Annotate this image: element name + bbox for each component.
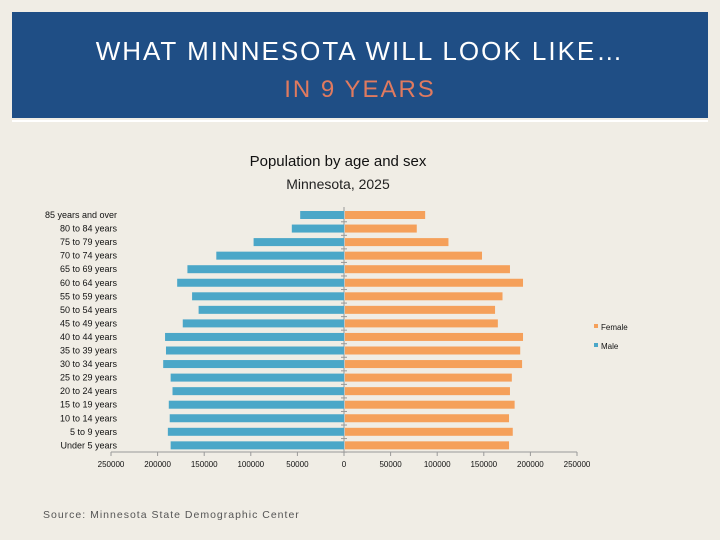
category-label: 85 years and over — [45, 210, 117, 220]
category-label: Under 5 years — [60, 440, 117, 450]
female-bar — [345, 292, 503, 301]
male-bar — [167, 427, 344, 436]
female-bar — [345, 319, 498, 328]
female-bar — [345, 238, 449, 247]
female-bar — [345, 332, 524, 341]
male-bar — [165, 332, 344, 341]
divider — [12, 120, 708, 122]
female-bar — [345, 373, 512, 382]
legend-label-female: Female — [601, 323, 628, 332]
legend-swatch-male — [594, 343, 598, 347]
header-banner — [12, 12, 708, 118]
category-label: 65 to 69 years — [60, 264, 118, 274]
male-bar — [165, 346, 344, 355]
male-bar — [192, 292, 344, 301]
female-bar — [345, 400, 515, 409]
legend-swatch-female — [594, 324, 598, 328]
female-bar — [345, 387, 510, 396]
category-label: 15 to 19 years — [60, 400, 118, 410]
x-tick-label: 200000 — [517, 460, 544, 469]
female-bar — [345, 360, 523, 369]
x-tick-label: 200000 — [144, 460, 171, 469]
male-bar — [170, 441, 344, 450]
x-tick-label: 100000 — [424, 460, 451, 469]
female-bar — [345, 305, 496, 314]
male-bar — [187, 265, 344, 274]
chart-title: Population by age and sex — [249, 153, 427, 170]
page-subtitle: IN 9 YEARS — [284, 76, 436, 103]
x-tick-label: 250000 — [98, 460, 125, 469]
male-bar — [170, 373, 344, 382]
category-label: 80 to 84 years — [60, 224, 118, 234]
category-label: 10 to 14 years — [60, 413, 118, 423]
x-tick-label: 50000 — [286, 460, 309, 469]
male-bar — [168, 400, 344, 409]
female-bar — [345, 414, 510, 423]
female-bar — [345, 441, 510, 450]
category-label: 70 to 74 years — [60, 251, 118, 261]
category-label: 25 to 29 years — [60, 373, 118, 383]
x-tick-label: 150000 — [191, 460, 218, 469]
male-bar — [169, 414, 344, 423]
male-bar — [198, 305, 344, 314]
x-tick-label: 50000 — [379, 460, 402, 469]
category-label: 55 to 59 years — [60, 291, 118, 301]
x-tick-label: 0 — [342, 460, 347, 469]
male-bar — [291, 224, 344, 233]
male-bar — [172, 387, 344, 396]
x-tick-label: 150000 — [470, 460, 497, 469]
category-label: 5 to 9 years — [70, 427, 118, 437]
male-bar — [163, 360, 344, 369]
legend-label-male: Male — [601, 342, 619, 351]
chart-subtitle: Minnesota, 2025 — [286, 176, 390, 192]
category-label: 45 to 49 years — [60, 318, 118, 328]
x-tick-label: 100000 — [237, 460, 264, 469]
female-bar — [345, 278, 524, 287]
source-note: Source: Minnesota State Demographic Cent… — [43, 509, 300, 521]
category-label: 35 to 39 years — [60, 346, 118, 356]
male-bar — [300, 211, 344, 219]
category-label: 30 to 34 years — [60, 359, 118, 369]
page-title: WHAT MINNESOTA WILL LOOK LIKE… — [95, 36, 625, 66]
female-bar — [345, 211, 426, 219]
x-tick-label: 250000 — [564, 460, 591, 469]
category-label: 40 to 44 years — [60, 332, 118, 342]
male-bar — [182, 319, 344, 328]
category-label: 60 to 64 years — [60, 278, 118, 288]
female-bar — [345, 251, 483, 260]
category-label: 75 to 79 years — [60, 237, 118, 247]
category-label: 20 to 24 years — [60, 386, 118, 396]
category-label: 50 to 54 years — [60, 305, 118, 315]
female-bar — [345, 224, 417, 233]
female-bar — [345, 346, 521, 355]
male-bar — [253, 238, 344, 247]
female-bar — [345, 427, 513, 436]
male-bar — [216, 251, 344, 260]
female-bar — [345, 265, 510, 274]
male-bar — [177, 278, 344, 287]
